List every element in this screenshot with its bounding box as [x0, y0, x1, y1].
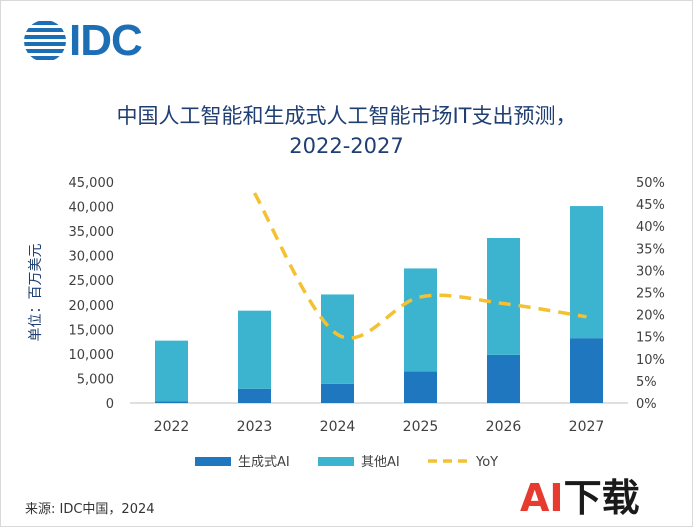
legend-label-other-ai: 其他AI — [361, 455, 400, 470]
watermark-xiazai: 下载 — [563, 476, 640, 520]
y2-tick-label: 5% — [636, 375, 657, 390]
y-tick-label: 45,000 — [69, 176, 115, 191]
x-tick-label: 2022 — [154, 419, 190, 435]
yoy-line — [252, 192, 587, 340]
y-tick-label: 30,000 — [69, 250, 115, 265]
legend-label-yoy: YoY — [475, 455, 498, 470]
x-tick-label: 2023 — [237, 419, 273, 435]
y-tick-label: 40,000 — [69, 201, 115, 216]
y-tick-label: 20,000 — [69, 299, 115, 314]
bar-genai — [570, 338, 603, 403]
bar-genai — [238, 388, 271, 403]
y2-tick-label: 45% — [636, 198, 665, 213]
legend-swatch-other-ai — [318, 457, 354, 466]
y-tick-label: 10,000 — [69, 348, 115, 363]
y-tick-label: 25,000 — [69, 274, 115, 289]
bar-genai — [404, 371, 437, 403]
legend-label-genai: 生成式AI — [238, 455, 290, 470]
globe-icon — [24, 21, 66, 60]
y-tick-label: 5,000 — [77, 372, 114, 387]
y2-tick-label: 0% — [636, 397, 657, 412]
y2-tick-label: 20% — [636, 309, 665, 324]
bar-other-ai — [155, 340, 188, 402]
x-tick-label: 2025 — [403, 419, 439, 435]
y2-tick-label: 25% — [636, 287, 665, 302]
x-tick-label: 2027 — [569, 419, 605, 435]
bar-other-ai — [238, 310, 271, 389]
idc-logo — [22, 18, 162, 64]
chart-title: 中国人工智能和生成式人工智能市场IT支出预测， — [116, 104, 577, 128]
x-tick-label: 2024 — [320, 419, 356, 435]
y-axis-label: 单位：百万美元 — [28, 244, 44, 342]
y2-tick-label: 50% — [636, 176, 665, 191]
y-tick-label: 0 — [106, 397, 114, 412]
y2-tick-label: 30% — [636, 264, 665, 279]
bar-genai — [155, 401, 188, 403]
bar-other-ai — [570, 206, 603, 339]
bar-genai — [321, 383, 354, 403]
bar-genai — [487, 354, 520, 403]
watermark-logo: AI下载 — [520, 474, 670, 522]
y2-tick-label: 35% — [636, 242, 665, 257]
bar-other-ai — [321, 294, 354, 384]
bar-other-ai — [404, 268, 437, 372]
source-note: 来源: IDC中国，2024 — [25, 502, 155, 517]
x-tick-label: 2026 — [486, 419, 522, 435]
legend-swatch-genai — [195, 457, 231, 466]
chart-subtitle: 2022-2027 — [289, 134, 404, 158]
y2-tick-label: 40% — [636, 220, 665, 235]
logo-text: IDC — [69, 16, 143, 65]
y2-tick-label: 15% — [636, 331, 665, 346]
bar-other-ai — [487, 237, 520, 355]
watermark-ai: AI — [520, 476, 564, 520]
y-tick-label: 15,000 — [69, 323, 115, 338]
y-tick-label: 35,000 — [69, 225, 115, 240]
y2-tick-label: 10% — [636, 353, 665, 368]
